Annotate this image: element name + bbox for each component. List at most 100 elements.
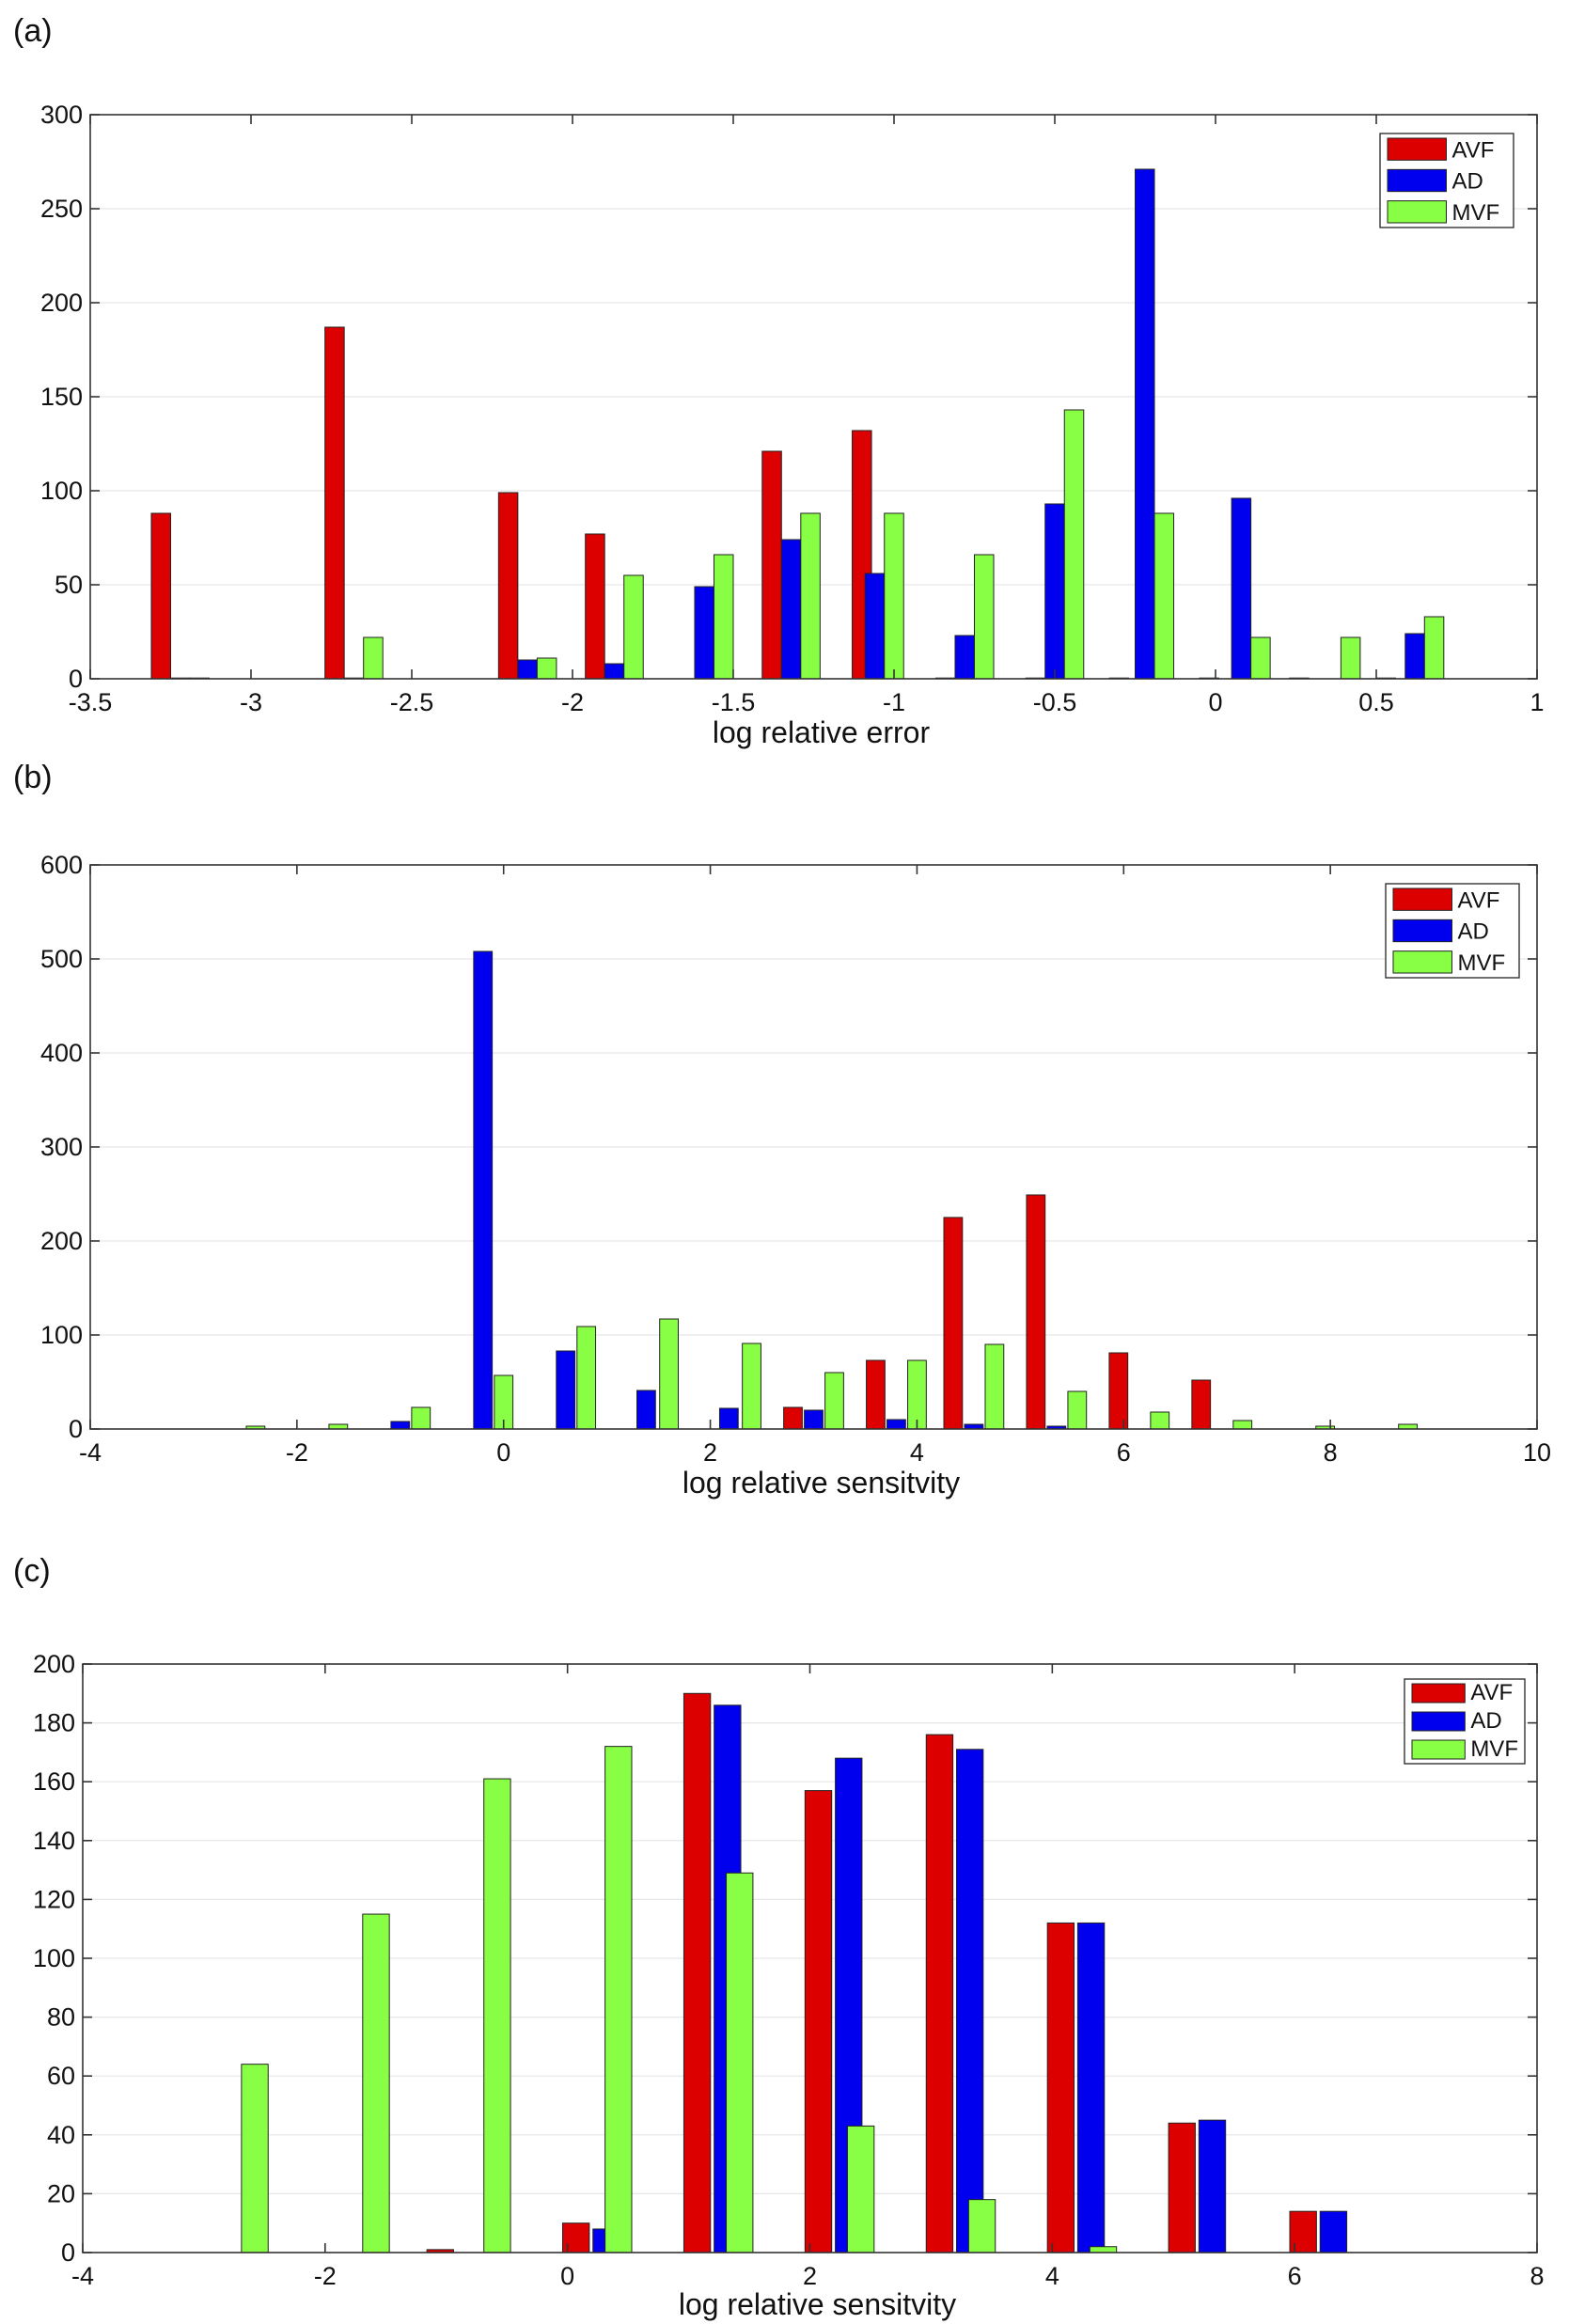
y-tick-label: 0 (69, 1415, 83, 1443)
bar-ad (1198, 2119, 1227, 2253)
legend-label-mvf: MVF (1451, 200, 1499, 226)
x-tick-label: 0.5 (1358, 688, 1394, 716)
x-tick-label: -4 (79, 1438, 102, 1467)
x-tick-label: 2 (803, 2262, 817, 2290)
x-tick-label: 2 (703, 1438, 717, 1467)
bar-mvf (1340, 636, 1361, 680)
bar-mvf (659, 1318, 679, 1430)
legend-swatch-mvf (1387, 200, 1447, 224)
y-tick-label: 250 (40, 195, 83, 223)
bar-mvf (713, 554, 734, 680)
y-tick-label: 60 (47, 2062, 75, 2090)
y-tick-label: 200 (40, 289, 83, 317)
bar-mvf (483, 1778, 511, 2253)
panel-label-a: (a) (13, 13, 53, 49)
bar-mvf (742, 1343, 761, 1430)
y-tick-label: 300 (40, 1133, 83, 1161)
y-tick-label: 600 (40, 851, 83, 879)
panel-label-c: (c) (13, 1553, 51, 1589)
x-tick-label: 0 (560, 2262, 574, 2290)
bar-mvf (411, 1406, 431, 1430)
bar-avf (150, 512, 171, 680)
x-tick-label: 8 (1530, 2262, 1544, 2290)
x-tick-label: -2 (561, 688, 584, 716)
bar-ad (886, 1419, 906, 1430)
bar-mvf (623, 574, 644, 680)
bar-avf (324, 326, 345, 680)
x-tick-label: 10 (1523, 1438, 1551, 1467)
bar-ad (556, 1350, 576, 1430)
bar-ad (954, 635, 975, 680)
y-tick-label: 100 (40, 1321, 83, 1349)
bar-mvf (1232, 1420, 1253, 1430)
legend-swatch-mvf (1411, 1739, 1466, 1760)
x-tick-label: -1 (883, 688, 905, 716)
bar-ad (517, 659, 538, 680)
y-tick-label: 80 (47, 2003, 75, 2032)
bar-ad (604, 663, 625, 680)
bar-mvf (824, 1372, 844, 1430)
legend-swatch-mvf (1392, 950, 1452, 974)
bar-ad (390, 1421, 411, 1430)
legend-label-ad: AD (1457, 919, 1488, 945)
bar-avf (1108, 1352, 1129, 1430)
x-tick-label: 6 (1288, 2262, 1302, 2290)
bar-ad (1135, 168, 1155, 680)
bar-ad (864, 573, 886, 680)
x-axis-label: log relative sensitvity (679, 2287, 956, 2321)
y-tick-label: 50 (55, 571, 83, 599)
bar-ad (1044, 503, 1065, 680)
x-tick-label: 4 (910, 1438, 924, 1467)
bar-avf (783, 1406, 803, 1430)
y-tick-label: 200 (40, 1227, 83, 1255)
chart-c: -4 -2 0 2 4 6 8020406080100120140160180200log … (33, 1650, 1545, 2321)
bar-avf (562, 2222, 590, 2253)
x-tick-label: -1.5 (712, 688, 756, 716)
y-tick-label: 20 (47, 2179, 75, 2207)
bar-ad (804, 1409, 824, 1430)
bar-mvf (1250, 636, 1271, 680)
chart-a: -3.5 -3 -2.5 -2 -1.5 -1 -0.5 0 0.5 1 0 50 100 150 200 2… (40, 101, 1545, 749)
bar-mvf (1150, 1411, 1170, 1430)
y-tick-label: 400 (40, 1039, 83, 1067)
y-tick-label: 180 (33, 1709, 75, 1737)
bar-mvf (1063, 409, 1085, 680)
y-tick-label: 300 (40, 101, 83, 129)
legend-swatch-ad (1411, 1711, 1466, 1732)
bar-mvf (726, 1872, 754, 2253)
x-tick-label: 6 (1117, 1438, 1131, 1467)
bar-mvf (1153, 512, 1175, 680)
bar-mvf (907, 1359, 927, 1430)
bar-mvf (884, 512, 904, 680)
panel-label-b: (b) (13, 760, 53, 795)
bar-avf (943, 1217, 964, 1430)
bar-avf (804, 1790, 833, 2253)
bar-ad (780, 539, 802, 680)
bar-avf (585, 533, 605, 680)
bar-mvf (362, 1913, 390, 2253)
bar-ad (473, 950, 494, 1430)
x-tick-label: -3.5 (69, 688, 113, 716)
y-tick-label: 0 (69, 665, 83, 693)
y-tick-label: 40 (47, 2121, 75, 2149)
bar-mvf (974, 554, 995, 680)
x-axis-label: log relative sensitvity (683, 1466, 960, 1500)
bar-mvf (1067, 1390, 1088, 1430)
bar-ad (718, 1407, 739, 1430)
legend-swatch-ad (1392, 919, 1452, 943)
legend-label-avf: AVF (1470, 1680, 1513, 1705)
bar-mvf (536, 657, 557, 680)
bar-avf (1046, 1922, 1075, 2253)
y-tick-label: 100 (33, 1944, 75, 1972)
bar-avf (1026, 1194, 1046, 1430)
bar-mvf (800, 512, 821, 680)
x-tick-label: -0.5 (1033, 688, 1077, 716)
y-tick-label: 0 (61, 2238, 75, 2267)
bar-mvf (1423, 616, 1445, 680)
y-tick-label: 150 (40, 383, 83, 411)
bar-avf (925, 1734, 954, 2253)
x-tick-label: -2 (286, 1438, 308, 1467)
bar-ad (1076, 1922, 1106, 2253)
bar-avf (1191, 1379, 1212, 1430)
x-tick-label: 1 (1530, 688, 1544, 716)
